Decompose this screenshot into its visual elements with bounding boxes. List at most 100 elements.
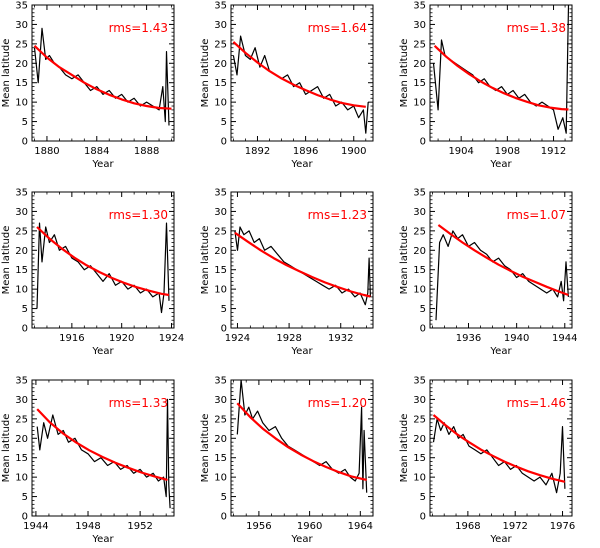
x-axis-label: Year bbox=[91, 346, 114, 357]
plot-frame bbox=[230, 4, 374, 142]
y-tick-label: 30 bbox=[413, 20, 426, 31]
x-tick-label: 1880 bbox=[34, 146, 59, 157]
y-tick-label: 25 bbox=[214, 414, 227, 425]
y-tick-label: 15 bbox=[413, 78, 426, 89]
x-tick-label: 1904 bbox=[448, 146, 473, 157]
y-tick-label: 15 bbox=[214, 265, 227, 276]
y-tick-label: 10 bbox=[15, 285, 28, 296]
y-tick-label: 10 bbox=[214, 473, 227, 484]
chart-panel: 0 5 10 15 20 25 30 35 1944 1948 1952 Year Mean latit… bbox=[1, 376, 175, 545]
plot-frame bbox=[429, 379, 573, 517]
x-tick-label: 1892 bbox=[245, 146, 270, 157]
rms-annotation: rms=1.07 bbox=[507, 208, 566, 222]
x-tick-label: 1972 bbox=[502, 521, 527, 532]
plot-frame bbox=[429, 191, 573, 329]
fit-curve bbox=[433, 44, 569, 111]
data-line bbox=[36, 222, 170, 314]
x-tick-label: 1884 bbox=[84, 146, 109, 157]
y-axis-label: Mean latitude bbox=[200, 414, 211, 483]
plot-frame bbox=[31, 4, 175, 142]
x-tick-label: 1932 bbox=[328, 333, 353, 344]
rms-annotation: rms=1.20 bbox=[308, 396, 367, 410]
x-tick-label: 1948 bbox=[75, 521, 100, 532]
plot-frame bbox=[230, 379, 374, 517]
y-tick-label: 10 bbox=[15, 98, 28, 109]
x-tick-label: 1976 bbox=[550, 521, 575, 532]
y-tick-label: 5 bbox=[420, 117, 426, 128]
y-tick-label: 20 bbox=[413, 434, 426, 445]
rms-annotation: rms=1.30 bbox=[109, 208, 168, 222]
fit-curve bbox=[432, 414, 566, 483]
y-tick-label: 0 bbox=[420, 512, 426, 523]
x-axis-label: Year bbox=[489, 159, 512, 170]
x-tick-label: 1944 bbox=[552, 333, 577, 344]
y-tick-label: 5 bbox=[420, 304, 426, 315]
y-tick-label: 15 bbox=[214, 78, 227, 89]
y-tick-label: 35 bbox=[15, 188, 28, 199]
x-tick-label: 1956 bbox=[246, 521, 271, 532]
x-tick-label: 1944 bbox=[23, 521, 48, 532]
rms-annotation: rms=1.33 bbox=[109, 396, 168, 410]
y-tick-label: 25 bbox=[214, 39, 227, 50]
data-line bbox=[435, 230, 569, 321]
x-axis-label: Year bbox=[290, 346, 313, 357]
y-tick-label: 35 bbox=[214, 1, 227, 12]
y-tick-label: 30 bbox=[15, 395, 28, 406]
fit-curve bbox=[33, 44, 172, 110]
fit-curve bbox=[234, 231, 371, 298]
y-tick-label: 15 bbox=[214, 453, 227, 464]
y-axis-label: Mean latitude bbox=[200, 226, 211, 295]
x-tick-label: 1912 bbox=[541, 146, 566, 157]
y-tick-label: 30 bbox=[15, 20, 28, 31]
y-tick-label: 10 bbox=[214, 98, 227, 109]
y-tick-label: 20 bbox=[214, 246, 227, 257]
rms-annotation: rms=1.46 bbox=[507, 396, 566, 410]
y-tick-label: 35 bbox=[413, 188, 426, 199]
x-axis-label: Year bbox=[290, 534, 313, 545]
y-tick-label: 0 bbox=[22, 137, 28, 148]
y-tick-label: 5 bbox=[22, 117, 28, 128]
data-line bbox=[232, 35, 369, 134]
y-tick-label: 20 bbox=[15, 59, 28, 70]
y-tick-label: 0 bbox=[221, 512, 227, 523]
y-tick-label: 5 bbox=[221, 117, 227, 128]
y-axis-label: Mean latitude bbox=[1, 226, 12, 295]
x-tick-label: 1916 bbox=[59, 333, 84, 344]
y-tick-label: 0 bbox=[22, 512, 28, 523]
y-axis-label: Mean latitude bbox=[1, 414, 12, 483]
rms-annotation: rms=1.64 bbox=[308, 21, 367, 35]
x-tick-label: 1888 bbox=[134, 146, 159, 157]
chart-panel: 0 5 10 15 20 25 30 35 1924 1928 1932 Year Mean latit… bbox=[200, 188, 374, 357]
y-tick-label: 0 bbox=[420, 324, 426, 335]
y-tick-label: 5 bbox=[22, 492, 28, 503]
plot-frame bbox=[31, 379, 175, 517]
y-tick-label: 20 bbox=[214, 434, 227, 445]
fit-curve bbox=[36, 226, 170, 297]
y-tick-label: 35 bbox=[214, 188, 227, 199]
chart-panel: 0 5 10 15 20 25 30 35 1936 1940 1944 Year Mean latit… bbox=[399, 188, 578, 358]
rms-annotation: rms=1.38 bbox=[507, 21, 566, 35]
y-axis-label: Mean latitude bbox=[1, 39, 12, 108]
y-tick-label: 5 bbox=[221, 304, 227, 315]
y-tick-label: 20 bbox=[15, 246, 28, 257]
x-tick-label: 1908 bbox=[495, 146, 520, 157]
chart-panel: 0 5 10 15 20 25 30 35 1968 1972 1976 Year Mean latit… bbox=[399, 376, 575, 546]
y-tick-label: 30 bbox=[15, 207, 28, 218]
y-tick-label: 5 bbox=[221, 492, 227, 503]
y-tick-label: 35 bbox=[413, 376, 426, 387]
x-axis-label: Year bbox=[91, 159, 114, 170]
x-tick-label: 1896 bbox=[293, 146, 318, 157]
y-axis-label: Mean latitude bbox=[399, 39, 410, 108]
y-tick-label: 20 bbox=[214, 59, 227, 70]
y-tick-label: 0 bbox=[221, 137, 227, 148]
x-tick-label: 1936 bbox=[456, 333, 481, 344]
x-axis-label: Year bbox=[489, 346, 512, 357]
fit-curve bbox=[36, 408, 168, 481]
y-tick-label: 15 bbox=[15, 453, 28, 464]
y-tick-label: 25 bbox=[413, 226, 426, 237]
x-axis-label: Year bbox=[91, 534, 114, 545]
x-tick-label: 1924 bbox=[159, 333, 184, 344]
y-tick-label: 35 bbox=[413, 1, 426, 12]
x-tick-label: 1928 bbox=[276, 333, 301, 344]
x-tick-label: 1952 bbox=[127, 521, 152, 532]
